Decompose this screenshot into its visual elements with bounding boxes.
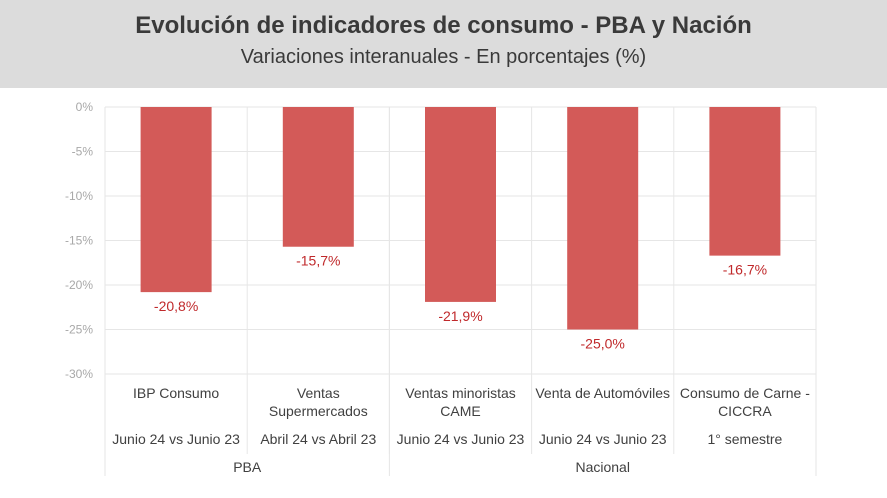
bar [140,107,212,293]
y-tick-label: -30% [65,367,93,381]
period-label: Junio 24 vs Junio 23 [397,431,525,447]
category-label: Consumo de Carne - [680,385,810,401]
category-label: Supermercados [269,403,368,419]
header-band: Evolución de indicadores de consumo - PB… [0,0,887,88]
data-label: -21,9% [438,308,482,324]
y-tick-label: -20% [65,278,93,292]
category-label: IBP Consumo [133,385,219,401]
bar [282,107,354,247]
chart-title: Evolución de indicadores de consumo - PB… [135,12,752,39]
data-label: -20,8% [154,298,198,314]
y-tick-label: 0% [76,100,94,114]
data-label: -25,0% [581,336,625,352]
category-label: Venta de Automóviles [535,385,670,401]
bar [567,107,639,330]
y-tick-label: -25% [65,323,93,337]
y-tick-label: -15% [65,234,93,248]
category-label: Ventas minoristas [405,385,516,401]
chart-subtitle: Variaciones interanuales - En porcentaje… [240,46,647,68]
category-label: CAME [440,403,480,419]
bar [425,107,496,302]
category-label: CICCRA [718,403,772,419]
data-label: -16,7% [723,262,767,278]
period-label: 1° semestre [707,431,782,447]
bar [709,107,781,256]
group-label: PBA [233,459,262,475]
period-label: Abril 24 vs Abril 23 [260,431,376,447]
period-label: Junio 24 vs Junio 23 [539,431,667,447]
category-label: Ventas [297,385,340,401]
period-label: Junio 24 vs Junio 23 [112,431,240,447]
y-tick-label: -10% [65,189,93,203]
data-label: -15,7% [296,253,340,269]
group-label: Nacional [575,459,629,475]
y-tick-label: -5% [72,145,94,159]
